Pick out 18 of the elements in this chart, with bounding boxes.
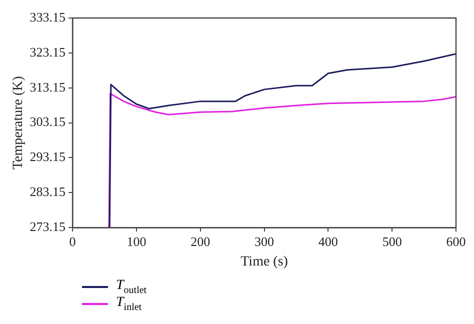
x-tick-label: 100 — [126, 234, 146, 249]
y-tick-label: 283.15 — [30, 184, 66, 200]
x-tick-label: 300 — [254, 234, 274, 249]
x-tick-label: 200 — [190, 234, 210, 249]
legend-label: T$_{inlet}$ — [116, 294, 142, 312]
y-tick-label: 313.15 — [30, 79, 66, 94]
y-tick-label: 293.15 — [30, 149, 66, 164]
x-tick-label: 400 — [318, 234, 338, 249]
legend-label: T$_{outlet}$ — [116, 278, 147, 296]
y-tick-label: 273.15 — [30, 219, 66, 234]
x-tick-label: 0 — [69, 234, 76, 249]
x-tick-label: 600 — [446, 234, 466, 249]
y-tick-label: 303.15 — [30, 114, 66, 130]
y-tick-label: 323.15 — [30, 44, 66, 60]
y-tick-label: 333.15 — [30, 9, 66, 24]
x-axis-title: Time (s) — [240, 254, 288, 270]
y-axis-title: Temperature (K) — [11, 76, 26, 170]
x-tick-label: 500 — [382, 234, 402, 249]
